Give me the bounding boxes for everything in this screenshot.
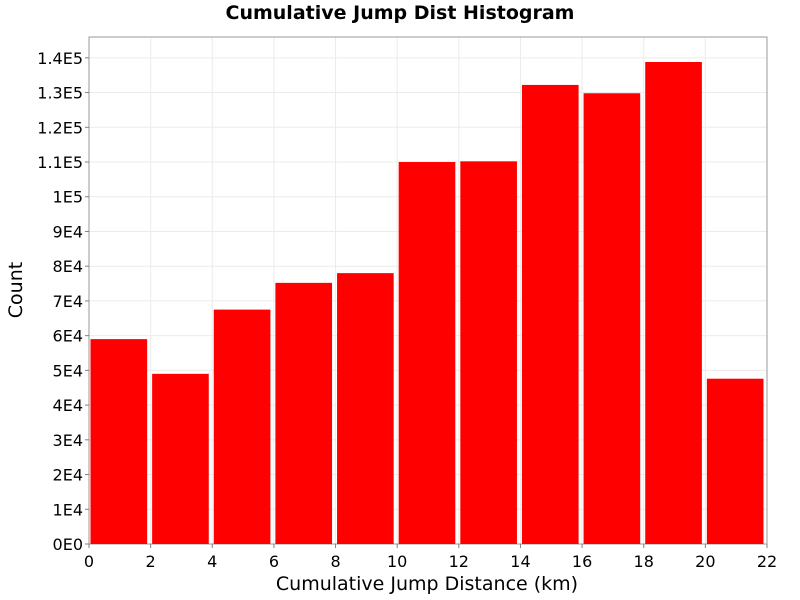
histogram-bar — [213, 309, 271, 544]
histogram-bar — [706, 378, 764, 544]
y-tick-label: 0E0 — [53, 535, 83, 554]
y-tick-label: 8E4 — [53, 257, 83, 276]
x-tick-label: 0 — [84, 552, 94, 571]
x-tick-label: 6 — [269, 552, 279, 571]
y-tick-label: 9E4 — [53, 222, 83, 241]
x-axis-label: Cumulative Jump Distance (km) — [276, 573, 578, 595]
y-tick-label: 1E5 — [53, 188, 83, 207]
histogram-bar — [645, 62, 702, 544]
x-tick-label: 14 — [510, 552, 530, 571]
histogram-bar — [337, 273, 394, 544]
y-tick-label: 5E4 — [53, 361, 83, 380]
y-tick-label: 1.3E5 — [37, 84, 83, 103]
y-tick-label: 1.2E5 — [37, 118, 83, 137]
histogram-bar — [398, 162, 456, 544]
histogram-bar — [90, 339, 148, 544]
x-tick-label: 10 — [387, 552, 407, 571]
y-tick-label: 7E4 — [53, 292, 83, 311]
x-tick-label: 12 — [449, 552, 469, 571]
y-tick-label: 1E4 — [53, 500, 83, 519]
x-tick-label: 22 — [757, 552, 777, 571]
histogram-bar — [583, 93, 641, 544]
x-tick-label: 2 — [146, 552, 156, 571]
x-tick-label: 4 — [207, 552, 217, 571]
histogram-bar — [275, 282, 333, 544]
y-tick-label: 4E4 — [53, 396, 83, 415]
x-tick-label: 18 — [634, 552, 654, 571]
bars — [90, 62, 764, 544]
histogram-bar — [152, 373, 209, 544]
y-tick-label: 6E4 — [53, 327, 83, 346]
x-tick-label: 8 — [330, 552, 340, 571]
x-tick-label: 20 — [695, 552, 715, 571]
x-tick-label: 16 — [572, 552, 592, 571]
histogram-bar — [521, 84, 579, 544]
y-axis-label: Count — [5, 262, 27, 318]
y-tick-label: 1.4E5 — [37, 49, 83, 68]
histogram-bar — [460, 161, 517, 544]
y-tick-label: 2E4 — [53, 466, 83, 485]
y-tick-label: 1.1E5 — [37, 153, 83, 172]
y-tick-label: 3E4 — [53, 431, 83, 450]
chart-title: Cumulative Jump Dist Histogram — [225, 2, 575, 24]
axes: 0E0 1E4 2E4 3E4 4E4 5E4 6E4 7E4 8E4 9E4 1E5 1.1E5 1.… — [37, 49, 777, 571]
